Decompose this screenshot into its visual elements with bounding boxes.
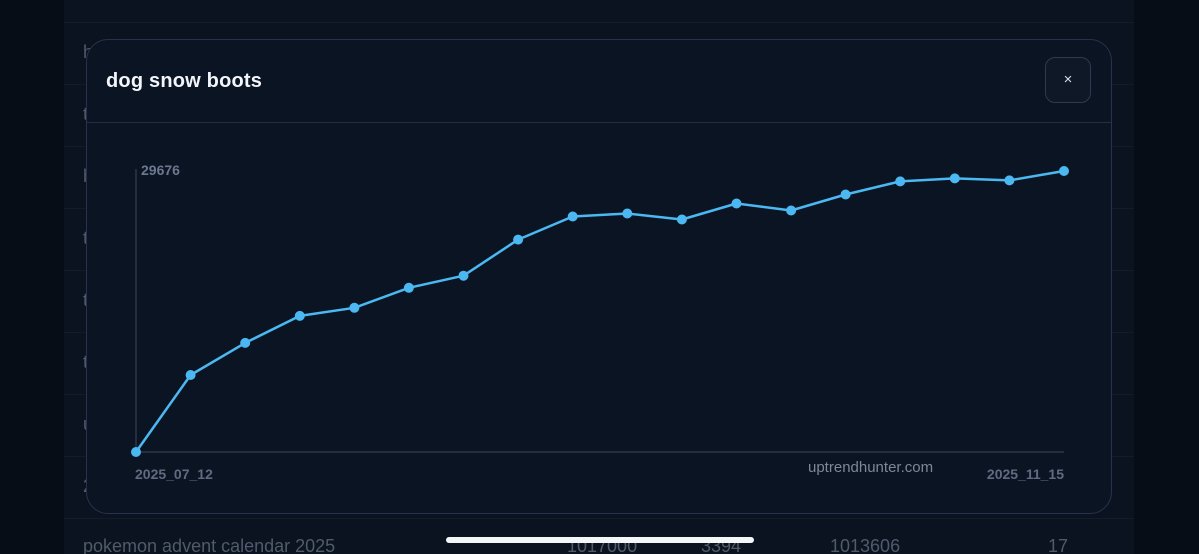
table-cell: t	[83, 290, 88, 311]
modal-header: dog snow boots ×	[87, 40, 1111, 123]
trend-chart: 29676 2025_07_12 2025_11_15 uptrendhunte…	[131, 162, 1069, 482]
data-point[interactable]	[513, 234, 524, 245]
x-end-label: 2025_11_15	[987, 466, 1064, 482]
x-start-label: 2025_07_12	[135, 466, 213, 482]
table-row: h	[64, 22, 1134, 62]
data-point[interactable]	[349, 302, 360, 313]
data-point[interactable]	[622, 208, 633, 219]
data-point[interactable]	[786, 205, 797, 216]
table-cell: 1013606	[830, 536, 901, 554]
data-point[interactable]	[676, 214, 687, 225]
table-cell: t	[83, 352, 88, 373]
table-cell: t	[83, 228, 88, 249]
data-point[interactable]	[567, 211, 578, 222]
data-point[interactable]	[458, 270, 469, 281]
trend-modal: dog snow boots × 29676 2025_07_12 2025_1…	[86, 39, 1112, 514]
data-point[interactable]	[1004, 175, 1015, 186]
data-point[interactable]	[131, 447, 141, 457]
data-point[interactable]	[240, 337, 251, 348]
data-point[interactable]	[895, 176, 906, 187]
y-max-label: 29676	[141, 162, 180, 178]
table-row	[64, 518, 1134, 519]
keyword-cell: pokemon advent calendar 2025	[83, 536, 336, 554]
table-cell: 17	[1048, 536, 1069, 554]
modal-title: dog snow boots	[106, 70, 263, 92]
data-point[interactable]	[185, 370, 196, 380]
data-point[interactable]	[1059, 166, 1069, 176]
close-icon: ×	[1063, 71, 1073, 88]
home-indicator[interactable]	[446, 537, 754, 543]
data-point[interactable]	[840, 189, 851, 200]
table-cell: t	[83, 104, 88, 125]
data-point[interactable]	[949, 173, 960, 184]
series-line	[134, 169, 1065, 453]
series-group	[131, 166, 1069, 457]
close-button[interactable]: ×	[1045, 57, 1091, 103]
watermark: uptrendhunter.com	[808, 459, 933, 476]
data-point[interactable]	[294, 310, 305, 321]
data-point[interactable]	[731, 198, 742, 209]
data-point[interactable]	[403, 282, 414, 293]
